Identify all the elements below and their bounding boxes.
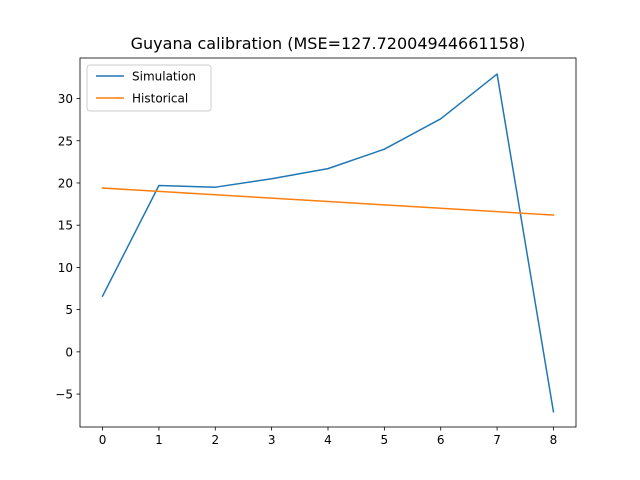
y-tick-label: 10: [58, 261, 73, 275]
y-tick-label: 15: [58, 219, 73, 233]
x-tick-label: 8: [550, 433, 558, 447]
x-tick-label: 5: [381, 433, 389, 447]
y-tick-label: 30: [58, 92, 73, 106]
y-tick-label: 20: [58, 176, 73, 190]
y-tick-label: 25: [58, 134, 73, 148]
x-tick-label: 1: [155, 433, 163, 447]
x-tick-label: 0: [99, 433, 107, 447]
plot-area: 0 1 2 3 4 5 6 7 8 −5 0 5 10 15 20 25 30 Simulation Histori…: [55, 57, 577, 447]
x-tick-label: 6: [437, 433, 445, 447]
x-tick-label: 4: [324, 433, 332, 447]
y-tick-label: 5: [65, 303, 73, 317]
y-tick-label: 0: [65, 345, 73, 359]
series-line-simulation: [101, 73, 555, 413]
x-tick-label: 3: [268, 433, 276, 447]
legend-label-simulation: Simulation: [132, 70, 196, 84]
x-tick-label: 2: [211, 433, 219, 447]
legend-label-historical: Historical: [132, 92, 188, 106]
chart-title: Guyana calibration (MSE=127.720049446611…: [131, 34, 526, 53]
y-tick-label: −5: [55, 388, 73, 402]
series-line-historical: [101, 187, 555, 216]
x-tick-label: 7: [493, 433, 501, 447]
legend: Simulation Historical: [86, 64, 212, 112]
